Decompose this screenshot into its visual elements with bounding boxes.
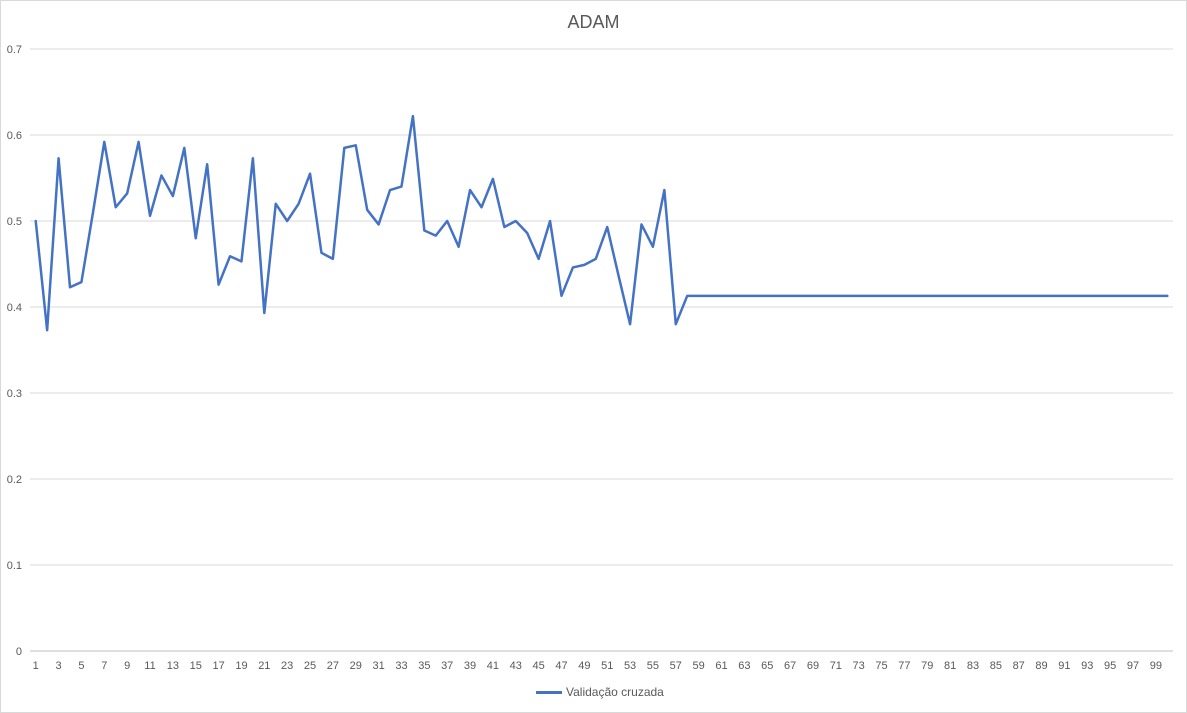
y-tick-label: 0.2: [7, 474, 22, 486]
x-tick-label: 1: [33, 660, 39, 672]
x-tick-label: 23: [281, 660, 293, 672]
x-tick-label: 5: [78, 660, 84, 672]
x-tick-label: 53: [624, 660, 636, 672]
x-tick-label: 81: [944, 660, 956, 672]
y-tick-label: 0.7: [7, 44, 22, 56]
legend: Validação cruzada: [536, 684, 664, 700]
x-tick-label: 59: [693, 660, 705, 672]
x-tick-label: 43: [510, 660, 522, 672]
x-tick-label: 75: [875, 660, 887, 672]
x-tick-label: 67: [784, 660, 796, 672]
x-tick-label: 83: [967, 660, 979, 672]
x-tick-label: 21: [258, 660, 270, 672]
x-tick-label: 87: [1013, 660, 1025, 672]
x-tick-label: 33: [395, 660, 407, 672]
x-tick-label: 29: [350, 660, 362, 672]
legend-swatch: [536, 690, 562, 694]
x-tick-label: 69: [807, 660, 819, 672]
x-tick-label: 61: [715, 660, 727, 672]
x-tick-label: 49: [578, 660, 590, 672]
x-tick-label: 19: [235, 660, 247, 672]
x-tick-label: 91: [1058, 660, 1070, 672]
x-tick-label: 13: [167, 660, 179, 672]
x-tick-label: 39: [464, 660, 476, 672]
x-tick-label: 45: [533, 660, 545, 672]
y-tick-label: 0.6: [7, 130, 22, 142]
x-tick-label: 51: [601, 660, 613, 672]
x-tick-label: 17: [212, 660, 224, 672]
chart-title: ADAM: [567, 12, 620, 32]
series-line: [34, 114, 1169, 332]
x-tick-label: 79: [921, 660, 933, 672]
x-tick-label: 35: [418, 660, 430, 672]
x-tick-label: 41: [487, 660, 499, 672]
x-tick-label: 3: [56, 660, 62, 672]
x-tick-label: 55: [647, 660, 659, 672]
x-tick-label: 57: [670, 660, 682, 672]
y-tick-label: 0.3: [7, 388, 22, 400]
x-tick-label: 63: [738, 660, 750, 672]
x-tick-label: 97: [1127, 660, 1139, 672]
legend-label: Validação cruzada: [566, 685, 664, 699]
x-tick-label: 25: [304, 660, 316, 672]
x-tick-label: 65: [761, 660, 773, 672]
x-tick-label: 95: [1104, 660, 1116, 672]
y-tick-label: 0.4: [7, 302, 22, 314]
x-tick-label: 85: [990, 660, 1002, 672]
x-tick-label: 71: [830, 660, 842, 672]
x-tick-label: 89: [1035, 660, 1047, 672]
x-tick-label: 93: [1081, 660, 1093, 672]
y-tick-label: 0.5: [7, 216, 22, 228]
x-tick-label: 31: [372, 660, 384, 672]
x-tick-label: 27: [327, 660, 339, 672]
x-tick-label: 47: [555, 660, 567, 672]
x-tick-label: 7: [101, 660, 107, 672]
x-tick-label: 9: [124, 660, 130, 672]
x-tick-label: 73: [853, 660, 865, 672]
x-tick-label: 37: [441, 660, 453, 672]
x-tick-label: 99: [1150, 660, 1162, 672]
x-tick-label: 11: [144, 660, 155, 672]
x-tick-label: 77: [898, 660, 910, 672]
y-tick-label: 0.1: [7, 560, 22, 572]
y-tick-label: 0: [16, 646, 22, 658]
x-tick-label: 15: [190, 660, 202, 672]
